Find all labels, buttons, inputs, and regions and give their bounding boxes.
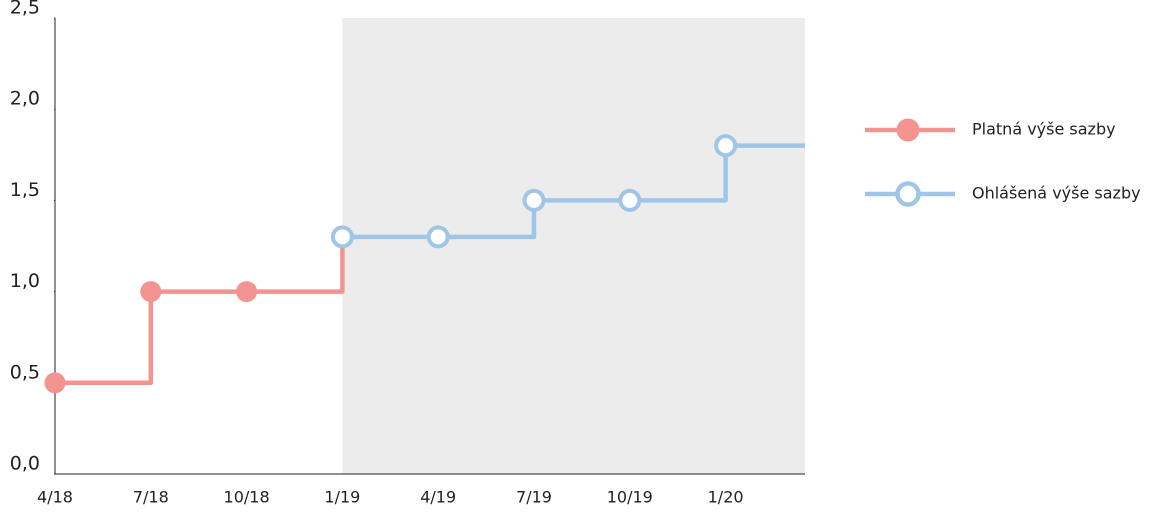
legend-marker [896, 118, 920, 142]
y-tick-label: 2,0 [10, 88, 40, 110]
forecast-region [342, 18, 805, 474]
x-tick-label: 1/19 [324, 488, 360, 507]
data-point [522, 188, 546, 212]
x-tick-label: 10/18 [224, 488, 270, 507]
y-tick-label: 1,0 [10, 270, 40, 292]
y-tick-label: 0,5 [10, 361, 40, 383]
x-tick-label: 10/19 [607, 488, 653, 507]
x-tick-label: 4/18 [37, 488, 73, 507]
series-line [55, 236, 345, 386]
y-tick-label: 1,5 [10, 179, 40, 201]
data-point [44, 372, 66, 394]
data-point [330, 225, 354, 249]
legend-marker [895, 181, 921, 207]
data-point [236, 281, 258, 303]
data-point [426, 225, 450, 249]
legend-label: Ohlášená výše sazby [972, 184, 1141, 203]
legend-label: Platná výše sazby [972, 120, 1116, 139]
y-tick-label: 2,5 [10, 0, 40, 19]
y-tick-label: 0,0 [10, 453, 40, 475]
x-tick-label: 4/19 [420, 488, 456, 507]
data-point [714, 134, 738, 158]
x-tick-label: 7/19 [516, 488, 552, 507]
x-tick-label: 1/20 [708, 488, 744, 507]
x-tick-label: 7/18 [133, 488, 169, 507]
data-point [140, 281, 162, 303]
data-point [618, 188, 642, 212]
